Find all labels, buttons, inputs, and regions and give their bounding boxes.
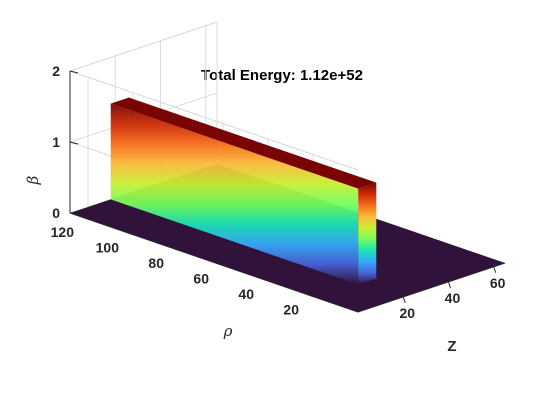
z-tick-label: 2 — [52, 63, 60, 79]
y-tick-label: 80 — [148, 255, 164, 271]
surface-block-left-face — [110, 103, 359, 285]
surface — [70, 97, 505, 312]
chart-title: Total Energy: 1.12e+52 — [201, 67, 363, 84]
x-tick-mark — [447, 281, 451, 289]
z-tick-label: 1 — [52, 134, 60, 150]
surface-block-top-face — [110, 97, 377, 189]
y-tick-mark — [217, 263, 224, 267]
z-tick-label: 0 — [52, 205, 60, 221]
z-axis-label: β — [24, 175, 42, 185]
surface-block-front-face — [358, 182, 377, 285]
grid-line — [69, 21, 218, 72]
y-tick-label: 40 — [238, 286, 254, 302]
y-tick-mark — [307, 294, 314, 297]
x-tick-mark — [493, 266, 497, 273]
x-axis-label: Z — [447, 338, 456, 355]
y-tick-mark — [172, 247, 179, 251]
x-tick-label: 60 — [490, 275, 506, 291]
x-axis-line — [357, 262, 506, 313]
x-tick-label: 20 — [399, 305, 415, 321]
y-tick-mark — [262, 278, 269, 282]
y-tick-label: 20 — [283, 302, 299, 318]
z-tick-mark — [69, 141, 79, 145]
grid-line — [69, 70, 359, 171]
y-tick-label: 120 — [51, 224, 75, 240]
x-tick-mark — [402, 296, 406, 304]
y-axis-label: ρ — [223, 322, 233, 340]
y-tick-mark — [127, 232, 134, 236]
y-tick-label: 60 — [193, 271, 209, 287]
z-tick-mark — [69, 212, 79, 216]
x-tick-label: 40 — [445, 290, 461, 306]
y-tick-mark — [82, 216, 89, 220]
axes: 0 1 2 20 40 60 80 100 120 20 40 60 — [51, 63, 506, 321]
z-tick-mark — [69, 70, 79, 74]
y-tick-label: 100 — [96, 240, 120, 256]
